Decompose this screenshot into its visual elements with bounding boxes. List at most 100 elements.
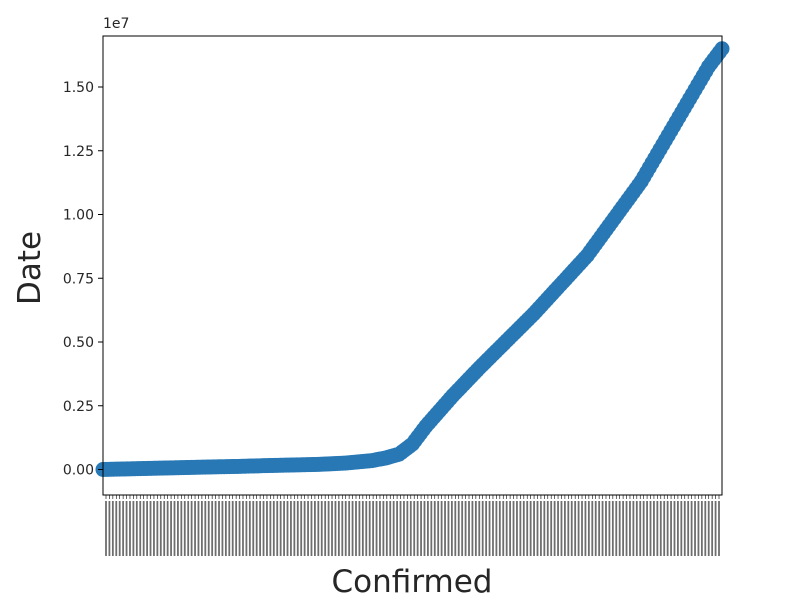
- x-tick-label: [221, 501, 224, 556]
- x-tick-label: [540, 501, 542, 556]
- x-tick-label: [663, 501, 666, 556]
- x-tick-label: [420, 501, 422, 556]
- x-tick-label: [286, 501, 289, 556]
- x-tick-label: [156, 501, 159, 556]
- x-tick-label: [683, 501, 686, 556]
- x-tick-label: [283, 501, 285, 556]
- x-tick-label: [337, 501, 340, 556]
- x-tick-label: [365, 501, 368, 556]
- x-tick-label: [427, 501, 429, 556]
- scatter-points: [95, 41, 730, 477]
- x-tick-label: [570, 501, 573, 556]
- x-tick-label: [714, 501, 717, 556]
- x-tick-label: [344, 501, 347, 556]
- x-tick-label: [670, 501, 672, 556]
- x-tick-label: [303, 501, 306, 556]
- x-tick-label: [272, 501, 275, 556]
- x-tick-label: [673, 501, 676, 556]
- x-tick-label: [224, 501, 227, 556]
- y-offset-label: 1e7: [103, 16, 129, 32]
- y-tick-label: 1.00: [63, 208, 94, 224]
- y-tick-label: 0.25: [63, 399, 94, 415]
- x-tick-label: [437, 501, 440, 556]
- x-axis-label: Confirmed: [332, 564, 493, 600]
- y-tick-label: 0.50: [63, 335, 94, 351]
- x-tick-label: [146, 501, 148, 556]
- x-tick-label: [242, 501, 244, 556]
- x-tick-label: [279, 501, 282, 556]
- x-tick-label: [413, 501, 416, 556]
- x-tick-label: [108, 501, 111, 556]
- x-tick-label: [642, 501, 645, 556]
- x-tick-label: [536, 501, 539, 556]
- x-tick-label: [598, 501, 601, 556]
- x-tick-label: [324, 501, 327, 556]
- x-tick-label: [331, 501, 333, 556]
- y-axis-label: Date: [12, 231, 48, 305]
- x-tick-label: [615, 501, 618, 556]
- x-tick-label: [190, 501, 193, 556]
- y-axis: 0.00 0.25 0.50 0.75 1.00 1.25 1.50: [63, 80, 103, 479]
- x-tick-label: [677, 501, 679, 556]
- x-tick-label: [478, 501, 481, 556]
- x-tick-label: [618, 501, 621, 556]
- x-tick-label: [406, 501, 409, 556]
- x-tick-label: [269, 501, 272, 556]
- x-tick-label: [135, 501, 138, 556]
- x-tick-label: [526, 501, 529, 556]
- x-tick-label: [697, 501, 700, 556]
- x-tick-label: [461, 501, 464, 556]
- x-tick-label: [509, 501, 512, 556]
- x-tick-label: [327, 501, 330, 556]
- x-tick-label: [392, 501, 395, 556]
- x-tick-label: [187, 501, 190, 556]
- x-tick-label: [403, 501, 405, 556]
- x-tick-label: [358, 501, 361, 556]
- x-tick-label: [546, 501, 549, 556]
- x-tick-label: [550, 501, 553, 556]
- x-tick-label: [379, 501, 381, 556]
- x-tick-label: [375, 501, 378, 556]
- x-tick-label: [194, 501, 196, 556]
- x-tick-label: [149, 501, 152, 556]
- x-tick-label: [666, 501, 669, 556]
- x-tick-label: [581, 501, 583, 556]
- x-tick-label: [170, 501, 172, 556]
- x-tick-label: [529, 501, 532, 556]
- y-tick-label: 1.25: [63, 144, 94, 160]
- x-tick-label: [351, 501, 354, 556]
- x-tick-label: [204, 501, 207, 556]
- x-tick-label: [495, 501, 498, 556]
- x-tick-label: [153, 501, 155, 556]
- x-tick-label: [653, 501, 655, 556]
- x-tick-label: [587, 501, 590, 556]
- x-tick-label: [248, 501, 251, 556]
- x-axis: [105, 495, 720, 556]
- x-tick-label: [611, 501, 614, 556]
- x-tick-label: [235, 501, 238, 556]
- x-tick-label: [560, 501, 563, 556]
- x-tick-label: [505, 501, 508, 556]
- x-tick-label: [591, 501, 594, 556]
- x-tick-label: [543, 501, 546, 556]
- x-tick-label: [317, 501, 320, 556]
- x-tick-label: [557, 501, 559, 556]
- x-tick-label: [118, 501, 121, 556]
- x-tick-label: [211, 501, 214, 556]
- x-tick-label: [296, 501, 299, 556]
- x-tick-label: [341, 501, 344, 556]
- x-tick-label: [238, 501, 241, 556]
- x-tick-label: [519, 501, 522, 556]
- x-tick-label: [173, 501, 176, 556]
- x-tick-label: [577, 501, 580, 556]
- x-tick-label: [454, 501, 457, 556]
- x-tick-label: [605, 501, 607, 556]
- x-tick-label: [516, 501, 518, 556]
- x-tick-label: [423, 501, 426, 556]
- y-tick-label: 0.75: [63, 271, 94, 287]
- x-tick-label: [694, 501, 696, 556]
- x-tick-label: [430, 501, 433, 556]
- x-tick-label: [252, 501, 255, 556]
- x-tick-label: [471, 501, 474, 556]
- x-tick-label: [166, 501, 169, 556]
